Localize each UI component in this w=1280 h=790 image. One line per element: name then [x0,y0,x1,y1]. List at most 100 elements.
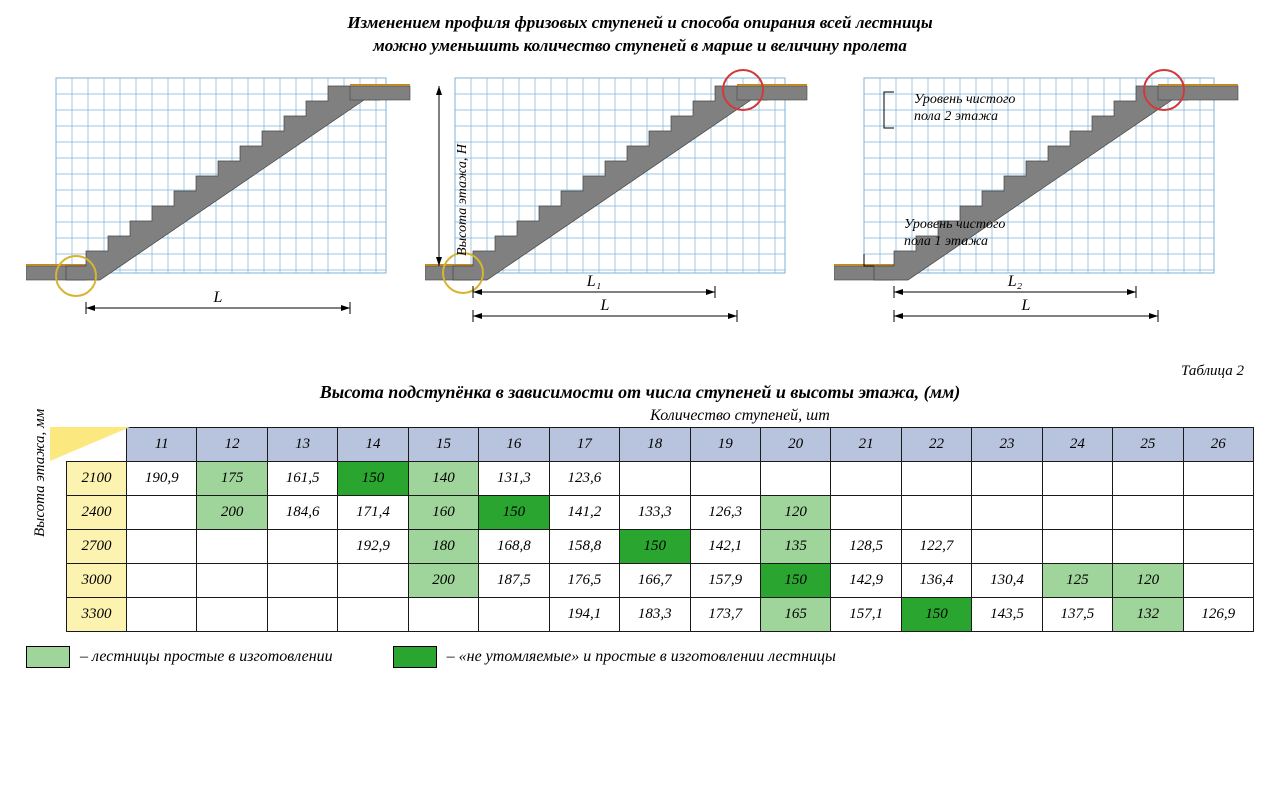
col-header: 18 [620,427,690,461]
data-cell: 150 [901,597,971,631]
data-cell: 173,7 [690,597,760,631]
col-header: 19 [690,427,760,461]
data-cell: 120 [760,495,830,529]
col-header: 11 [127,427,197,461]
data-cell: 194,1 [549,597,619,631]
data-cell: 200 [408,563,478,597]
col-header: 24 [1042,427,1112,461]
data-cell: 192,9 [338,529,408,563]
svg-text:L₁: L₁ [586,273,601,290]
row-header: 2700 [67,529,127,563]
data-cell: 132 [1113,597,1183,631]
data-cell: 176,5 [549,563,619,597]
data-cell [267,597,337,631]
data-cell: 143,5 [972,597,1042,631]
row-header: 2100 [67,461,127,495]
svg-text:L₂: L₂ [1007,273,1023,290]
data-cell: 142,9 [831,563,901,597]
table-title: Высота подступёнка в зависимости от числ… [16,382,1264,403]
data-cell: 190,9 [127,461,197,495]
data-cell: 126,9 [1183,597,1253,631]
data-cell: 150 [479,495,549,529]
table-row: 2400200184,6171,4160150141,2133,3126,312… [67,495,1254,529]
data-cell: 125 [1042,563,1112,597]
data-cell: 200 [197,495,267,529]
data-cell [1183,495,1253,529]
svg-text:L: L [600,297,610,314]
data-cell [760,461,830,495]
data-cell [690,461,760,495]
side-axis-label: Высота этажа, мм [32,409,49,537]
data-cell: 128,5 [831,529,901,563]
data-cell [1183,563,1253,597]
data-cell [197,529,267,563]
col-header: 26 [1183,427,1253,461]
main-title: Изменением профиля фризовых ступеней и с… [56,12,1224,58]
data-cell: 175 [197,461,267,495]
data-cell: 187,5 [479,563,549,597]
data-cell [479,597,549,631]
corner-triangle [50,427,130,461]
data-cell: 165 [760,597,830,631]
svg-text:Уровень чистого: Уровень чистого [904,217,1005,232]
col-header: 25 [1113,427,1183,461]
data-cell: 184,6 [267,495,337,529]
data-cell: 122,7 [901,529,971,563]
col-header: 14 [338,427,408,461]
data-cell: 161,5 [267,461,337,495]
data-cell: 150 [620,529,690,563]
data-cell: 180 [408,529,478,563]
table-row: 3000200187,5176,5166,7157,9150142,9136,4… [67,563,1254,597]
data-cell [127,529,197,563]
diagram-3: Уровень чистогопола 2 этажаУровень чисто… [834,68,1254,333]
data-cell [197,597,267,631]
data-cell [1183,461,1253,495]
data-cell [620,461,690,495]
data-cell [1042,529,1112,563]
data-cell [197,563,267,597]
data-cell: 171,4 [338,495,408,529]
row-header: 3000 [67,563,127,597]
table-zone: Высота этажа, мм 11121314151617181920212… [26,427,1254,632]
legend-light-text: – лестницы простые в изготовлении [80,648,333,666]
table-number: Таблица 2 [16,363,1264,380]
data-cell [127,597,197,631]
swatch-dark [393,646,437,668]
data-cell: 150 [760,563,830,597]
data-cell: 141,2 [549,495,619,529]
data-cell: 157,9 [690,563,760,597]
data-cell [972,529,1042,563]
data-cell [1042,461,1112,495]
data-cell [1113,461,1183,495]
data-cell: 137,5 [1042,597,1112,631]
table-row: 2100190,9175161,5150140131,3123,6 [67,461,1254,495]
data-cell: 130,4 [972,563,1042,597]
data-cell [1042,495,1112,529]
data-cell: 157,1 [831,597,901,631]
table-sup: Количество ступеней, шт [16,407,1264,425]
data-cell [901,495,971,529]
data-cell [338,597,408,631]
data-cell [831,461,901,495]
height-axis-label: Высота этажа, Н [455,144,471,256]
svg-text:пола 1 этажа: пола 1 этажа [904,234,988,249]
col-header: 16 [479,427,549,461]
data-cell: 140 [408,461,478,495]
data-cell [338,563,408,597]
data-cell [1183,529,1253,563]
svg-text:Уровень чистого: Уровень чистого [914,92,1015,107]
data-cell: 120 [1113,563,1183,597]
row-header: 3300 [67,597,127,631]
table-row: 3300194,1183,3173,7165157,1150143,5137,5… [67,597,1254,631]
data-cell [267,529,337,563]
data-table: 111213141516171819202122232425262100190,… [66,427,1254,632]
col-header: 20 [760,427,830,461]
col-header: 23 [972,427,1042,461]
row-header: 2400 [67,495,127,529]
data-cell: 126,3 [690,495,760,529]
data-cell [972,495,1042,529]
diagram-1: L [26,68,416,333]
svg-text:L: L [1021,297,1031,314]
data-cell [972,461,1042,495]
data-cell: 160 [408,495,478,529]
